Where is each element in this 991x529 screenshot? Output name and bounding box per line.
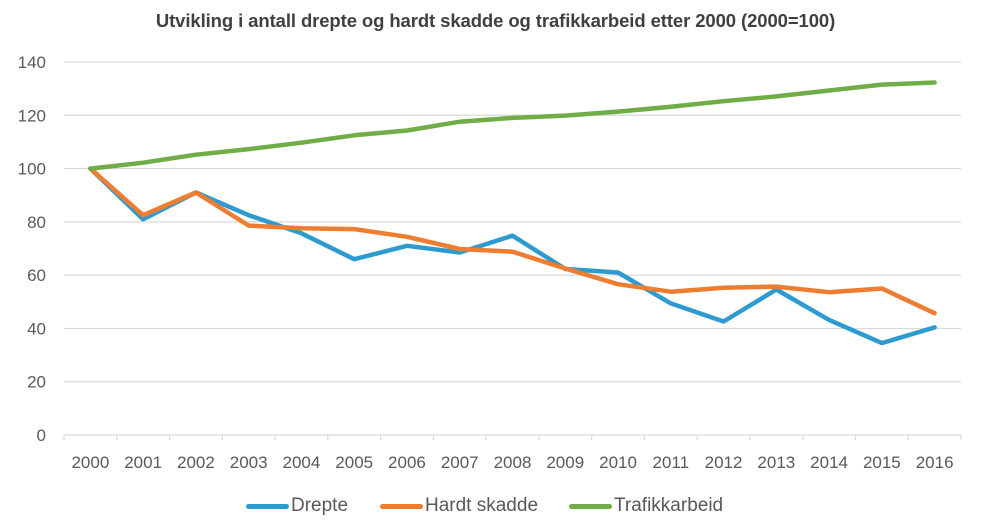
x-tick-label: 2002 — [177, 453, 215, 472]
x-tick-label: 2009 — [546, 453, 584, 472]
y-tick-label: 0 — [37, 426, 46, 445]
x-tick-label: 2012 — [705, 453, 743, 472]
legend-item-drepte: Drepte — [246, 492, 348, 520]
x-tick-label: 2011 — [653, 453, 690, 472]
legend-swatch-drepte — [246, 503, 289, 509]
legend-swatch-hardt-skadde — [380, 503, 423, 509]
x-tick-label: 2003 — [230, 453, 268, 472]
y-tick-label: 100 — [18, 160, 46, 179]
legend-item-trafikkarbeid: Trafikkarbeid — [569, 492, 723, 520]
x-tick-label: 2005 — [335, 453, 373, 472]
legend-swatch-trafikkarbeid — [569, 503, 612, 509]
y-tick-label: 60 — [27, 266, 46, 285]
x-tick-label: 2016 — [916, 453, 954, 472]
chart-title: Utvikling i antall drepte og hardt skadd… — [155, 10, 836, 31]
series-line-hardt-skadde — [88, 166, 937, 316]
series-line-drepte — [88, 166, 937, 346]
legend-item-hardt-skadde: Hardt skadde — [380, 492, 538, 520]
x-axis — [63, 434, 962, 440]
x-tick-label: 2013 — [757, 453, 795, 472]
x-tick-label: 2007 — [441, 453, 479, 472]
x-axis-tick-labels: 2000 2001 2002 2003 2004 2005 2006 2007 2008 2009… — [71, 453, 953, 472]
x-tick-label: 2006 — [388, 453, 426, 472]
legend: Drepte Hardt skadde Trafikkarbeid — [0, 492, 991, 520]
legend-label-hardt-skadde: Hardt skadde — [425, 495, 539, 516]
x-tick-label: 2000 — [71, 453, 109, 472]
x-tick-label: 2004 — [283, 453, 321, 472]
x-tick-label: 2014 — [810, 453, 848, 472]
y-tick-label: 80 — [27, 213, 46, 232]
legend-label-drepte: Drepte — [291, 495, 349, 516]
gridlines — [64, 61, 961, 383]
y-tick-label: 40 — [27, 319, 46, 338]
series-line-trafikkarbeid — [88, 80, 937, 171]
y-tick-label: 140 — [18, 53, 46, 72]
x-tick-label: 2015 — [863, 453, 901, 472]
x-tick-label: 2001 — [124, 453, 162, 472]
x-tick-label: 2008 — [494, 453, 532, 472]
series-lines — [88, 80, 937, 346]
y-tick-label: 20 — [27, 373, 46, 392]
y-axis-tick-labels: 0 20 40 60 80 100 120 140 — [18, 53, 46, 445]
x-tick-label: 2010 — [599, 453, 637, 472]
y-tick-label: 120 — [18, 106, 46, 125]
legend-label-trafikkarbeid: Trafikkarbeid — [614, 495, 724, 516]
